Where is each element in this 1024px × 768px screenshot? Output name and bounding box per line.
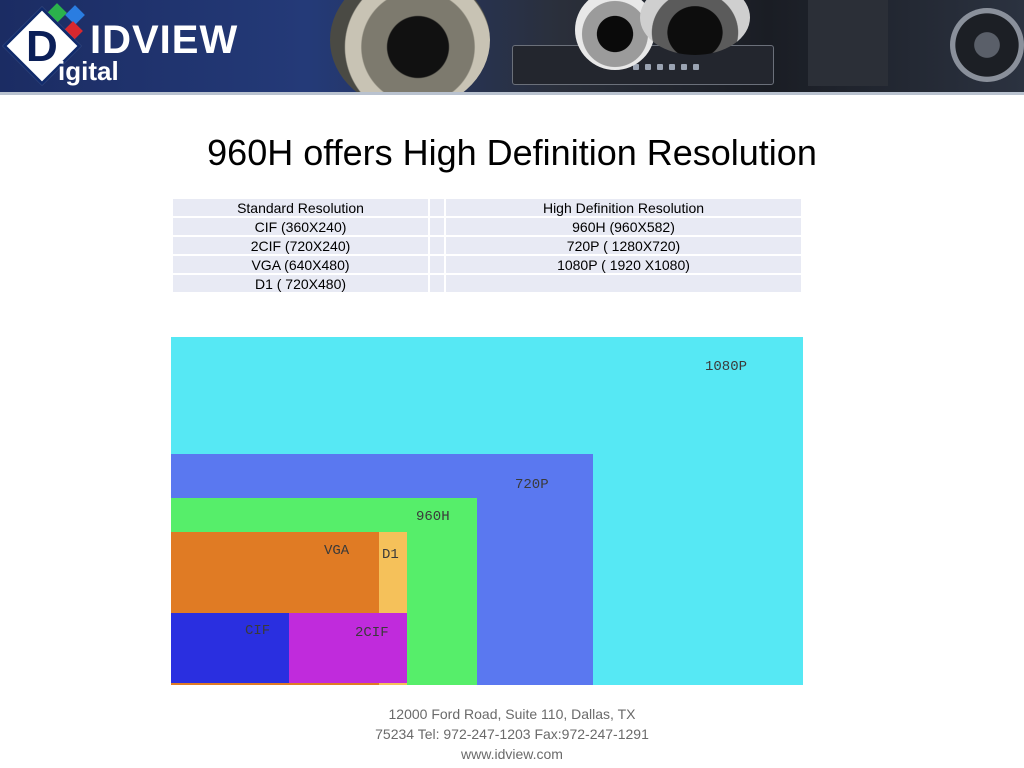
table-row: VGA (640X480) 1080P ( 1920 X1080) <box>173 256 801 273</box>
table-gap-cell <box>430 256 444 273</box>
keypad-controller-image <box>808 0 888 86</box>
header-banner: D IDVIEW igital <box>0 0 1024 95</box>
bullet-camera-image <box>330 0 490 92</box>
standard-cell: CIF (360X240) <box>173 218 428 235</box>
standard-cell: 2CIF (720X240) <box>173 237 428 254</box>
standard-cell: VGA (640X480) <box>173 256 428 273</box>
table-row: 2CIF (720X240) 720P ( 1280X720) <box>173 237 801 254</box>
hd-cell: 720P ( 1280X720) <box>446 237 801 254</box>
label-1080p: 1080P <box>705 359 748 375</box>
hd-cell: 960H (960X582) <box>446 218 801 235</box>
label-vga: VGA <box>324 543 350 559</box>
footer-address-line2: 75234 Tel: 972-247-1203 Fax:972-247-1291 <box>375 726 649 742</box>
footer-contact: 12000 Ford Road, Suite 110, Dallas, TX 7… <box>0 704 1024 764</box>
header-standard: Standard Resolution <box>173 199 428 216</box>
label-720p: 720P <box>515 477 549 493</box>
standard-cell: D1 ( 720X480) <box>173 275 428 292</box>
hd-cell: 1080P ( 1920 X1080) <box>446 256 801 273</box>
idview-logo: D IDVIEW igital <box>2 3 278 86</box>
footer-website: www.idview.com <box>461 746 563 762</box>
label-2cif: 2CIF <box>355 625 389 641</box>
label-cif: CIF <box>245 623 271 639</box>
table-gap-cell <box>430 275 444 292</box>
block-cif <box>171 613 289 683</box>
brand-name: IDVIEW <box>90 18 239 62</box>
slide-title: 960H offers High Definition Resolution <box>207 132 817 173</box>
table-gap-cell <box>430 237 444 254</box>
logo-blue-square <box>65 5 85 25</box>
table-row: D1 ( 720X480) <box>173 275 801 292</box>
table-gap-cell <box>430 199 444 216</box>
footer-address-line1: 12000 Ford Road, Suite 110, Dallas, TX <box>388 706 636 722</box>
table-header-row: Standard Resolution High Definition Reso… <box>173 199 801 216</box>
logo-letter: D <box>26 22 58 71</box>
label-d1: D1 <box>382 547 399 563</box>
resolution-comparison-diagram: 1080P 720P 960H VGA D1 CIF 2CIF <box>171 337 803 687</box>
resolution-table: Standard Resolution High Definition Reso… <box>171 197 803 294</box>
table-gap-cell <box>430 218 444 235</box>
joystick-knob-image <box>950 8 1024 82</box>
brand-subtitle: igital <box>58 56 119 86</box>
hd-cell <box>446 275 801 292</box>
label-960h: 960H <box>416 509 450 525</box>
table-row: CIF (360X240) 960H (960X582) <box>173 218 801 235</box>
header-high-definition: High Definition Resolution <box>446 199 801 216</box>
